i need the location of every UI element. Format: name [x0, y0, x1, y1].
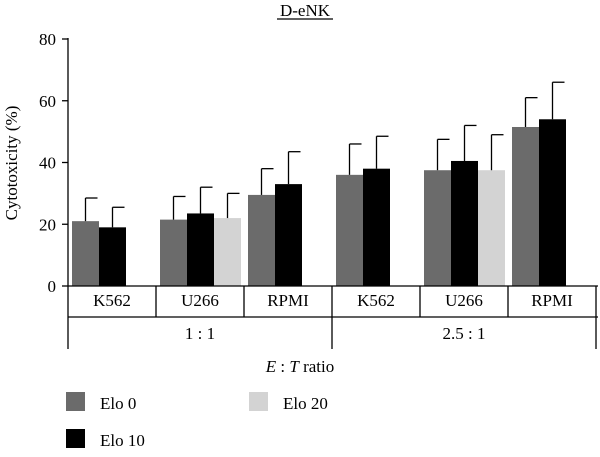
- legend: Elo 0 Elo 20 Elo 10: [66, 392, 328, 450]
- bar: [275, 184, 302, 286]
- legend-swatch: [66, 392, 85, 411]
- ratio-label: 2.5 : 1: [443, 324, 486, 343]
- x-tick-label: RPMI: [531, 291, 573, 310]
- y-tick-label: 20: [39, 215, 56, 234]
- bar: [160, 219, 187, 286]
- legend-label: Elo 0: [100, 394, 136, 413]
- bar: [363, 168, 390, 286]
- bar: [478, 170, 505, 286]
- x-axis-label: E : T ratio: [265, 357, 335, 376]
- bar: [99, 227, 126, 286]
- bar: [512, 126, 539, 287]
- bar: [187, 213, 214, 286]
- y-axis: 0 20 40 60 80: [39, 30, 69, 296]
- x-axis: K562 U266 RPMI 1 : 1 K562 U266 RPMI 2.5 : 1: [67, 285, 598, 349]
- legend-label: Elo 20: [283, 394, 328, 413]
- x-axis-label-t: T: [289, 357, 300, 376]
- bar: [424, 170, 451, 286]
- legend-swatch: [66, 429, 85, 448]
- y-tick-label: 0: [48, 277, 57, 296]
- ratio-label: 1 : 1: [185, 324, 215, 343]
- legend-item: Elo 0: [66, 392, 136, 413]
- legend-item: Elo 20: [249, 392, 328, 413]
- x-tick-label: U266: [181, 291, 219, 310]
- bar: [539, 119, 566, 287]
- y-axis-label: Cytotoxicity (%): [2, 106, 21, 221]
- bar: [451, 160, 478, 286]
- bar: [214, 218, 241, 286]
- legend-item: Elo 10: [66, 429, 145, 450]
- legend-swatch: [249, 392, 268, 411]
- x-axis-label-e: E: [265, 357, 277, 376]
- x-tick-label: K562: [93, 291, 131, 310]
- x-tick-label: U266: [445, 291, 483, 310]
- y-tick-label: 40: [39, 154, 56, 173]
- x-axis-label-colon: :: [276, 357, 289, 376]
- bar: [248, 194, 275, 286]
- y-tick-label: 80: [39, 30, 56, 49]
- legend-label: Elo 10: [100, 431, 145, 450]
- chart-title: D-eNK: [280, 1, 331, 20]
- x-tick-label: K562: [357, 291, 395, 310]
- bar: [72, 221, 99, 286]
- y-tick-label: 60: [39, 92, 56, 111]
- bars: [72, 81, 566, 287]
- x-axis-label-rest: ratio: [299, 357, 334, 376]
- bar: [336, 174, 363, 286]
- x-tick-label: RPMI: [267, 291, 309, 310]
